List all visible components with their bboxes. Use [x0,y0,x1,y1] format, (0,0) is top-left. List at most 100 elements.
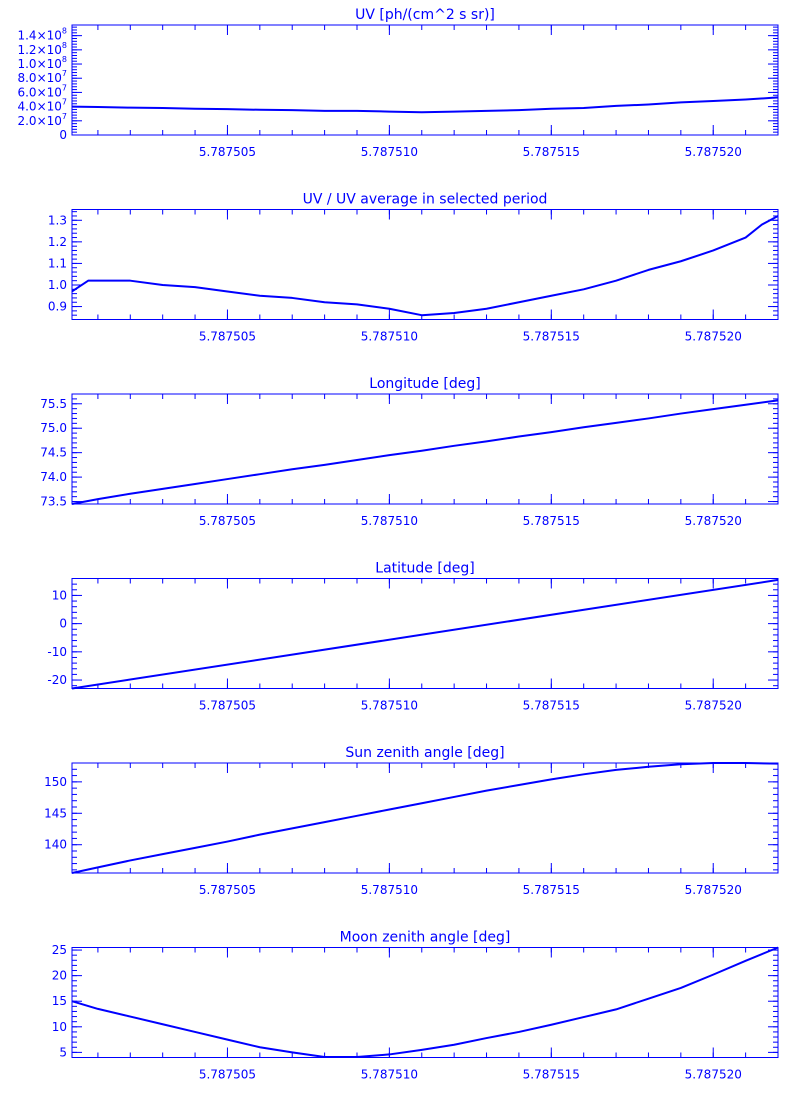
x-tick-label: 5.787520 [685,1068,742,1082]
y-tick-label-mantissa: -20 [47,673,67,687]
y-tick-label: 74.5 [40,446,67,460]
y-tick-label: 1.2×108 [17,41,67,57]
x-tick-label: 5.787520 [685,514,742,528]
y-tick-label-mantissa: -10 [47,645,67,659]
chart-title: UV / UV average in selected period [303,192,548,208]
y-tick-label-exponent: 8 [62,55,67,64]
y-tick-label-mantissa: 75.0 [40,421,67,435]
y-tick-label-mantissa: 4.0×10 [17,100,61,114]
y-tick-label-mantissa: 150 [44,775,67,789]
y-tick-label-mantissa: 1.0 [48,278,67,292]
x-tick-label: 5.787520 [685,883,742,897]
chart-title: Latitude [deg] [375,561,474,577]
y-tick-label: 15 [52,994,67,1008]
y-tick-label: 1.4×108 [17,27,67,43]
x-tick-label: 5.787510 [361,514,418,528]
chart-title: UV [ph/(cm^2 s sr)] [355,7,495,23]
x-tick-label: 5.787515 [523,699,580,713]
x-tick-label: 5.787505 [199,1068,256,1082]
y-tick-label: 1.2 [48,235,67,249]
y-tick-label-mantissa: 74.5 [40,446,67,460]
y-tick-label-mantissa: 140 [44,838,67,852]
y-tick-label: 0 [59,128,67,142]
y-tick-label: 0 [59,617,67,631]
y-tick-label: 140 [44,838,67,852]
x-tick-label: 5.787510 [361,883,418,897]
y-tick-label: 20 [52,969,67,983]
x-tick-label: 5.787510 [361,145,418,159]
series-line [71,578,779,690]
x-tick-label: 5.787510 [361,330,418,344]
y-tick-label-exponent: 7 [62,83,67,92]
chart-title: Sun zenith angle [deg] [345,745,504,761]
x-tick-label: 5.787505 [199,330,256,344]
y-tick-label-exponent: 8 [62,27,67,36]
y-tick-label-mantissa: 10 [52,1020,67,1034]
plot-frame [71,209,779,320]
y-tick-label-exponent: 7 [62,69,67,78]
y-tick-label-mantissa: 73.5 [40,495,67,509]
plot-frame [71,24,779,136]
chart-panel-3: Longitude [deg] 5.787505 5.787510 5.787515 5… [40,376,779,528]
series-line [71,946,779,1058]
y-tick-label-exponent: 7 [62,112,67,121]
plot-frame [71,762,779,874]
series-line [71,215,779,317]
chart-title: Longitude [deg] [369,376,480,392]
y-tick-label: -20 [47,673,67,687]
series-line [71,762,779,874]
y-tick-label-mantissa: 8.0×10 [17,71,61,85]
y-tick-label: 2.0×107 [17,112,67,128]
series-line [71,399,779,505]
y-tick-label-mantissa: 25 [52,943,67,957]
x-tick-label: 5.787515 [523,883,580,897]
chart-panel-4: Latitude [deg] 5.787505 5.787510 5.787515 5.… [47,561,779,713]
x-tick-label: 5.787515 [523,1068,580,1082]
x-tick-label: 5.787510 [361,1068,418,1082]
y-tick-label: 74.0 [40,470,67,484]
y-tick-label: 1.3 [48,213,67,227]
y-tick-label-mantissa: 2.0×10 [17,114,61,128]
y-tick-label-mantissa: 75.5 [40,397,67,411]
y-tick-label: -10 [47,645,67,659]
y-tick-label: 75.0 [40,421,67,435]
y-tick-label: 1.1 [48,256,67,270]
x-tick-label: 5.787505 [199,145,256,159]
y-tick-label-mantissa: 6.0×10 [17,85,61,99]
y-tick-label-mantissa: 5 [59,1045,67,1059]
y-tick-label-mantissa: 15 [52,994,67,1008]
y-tick-label-mantissa: 1.3 [48,213,67,227]
y-tick-label: 5 [59,1045,67,1059]
y-tick-label: 10 [52,1020,67,1034]
chart-panel-5: Sun zenith angle [deg] 5.787505 5.787510 5.… [44,745,779,897]
y-tick-label-mantissa: 1.4×10 [17,29,61,43]
x-tick-label: 5.787520 [685,145,742,159]
y-tick-label-mantissa: 1.0×10 [17,57,61,71]
chart-panel-2: UV / UV average in selected period 5.7875… [48,192,779,344]
y-tick-label-mantissa: 145 [44,806,67,820]
y-tick-label-mantissa: 0.9 [48,300,67,314]
x-tick-label: 5.787505 [199,883,256,897]
y-tick-label: 150 [44,775,67,789]
y-tick-label-exponent: 8 [62,41,67,50]
y-tick-label-mantissa: 0 [59,617,67,631]
y-tick-label: 25 [52,943,67,957]
y-tick-label: 145 [44,806,67,820]
y-tick-label: 1.0 [48,278,67,292]
y-tick-label-mantissa: 20 [52,969,67,983]
x-tick-label: 5.787505 [199,514,256,528]
y-tick-label: 6.0×107 [17,83,67,99]
y-tick-label-mantissa: 74.0 [40,470,67,484]
plot-frame [71,947,779,1058]
y-tick-label-mantissa: 1.1 [48,256,67,270]
y-tick-label: 75.5 [40,397,67,411]
x-tick-label: 5.787515 [523,330,580,344]
y-tick-label: 73.5 [40,495,67,509]
y-tick-label: 10 [52,588,67,602]
y-tick-label: 8.0×107 [17,69,67,85]
y-tick-label-mantissa: 1.2 [48,235,67,249]
y-tick-label: 0.9 [48,300,67,314]
y-tick-label-mantissa: 10 [52,588,67,602]
x-tick-label: 5.787505 [199,699,256,713]
